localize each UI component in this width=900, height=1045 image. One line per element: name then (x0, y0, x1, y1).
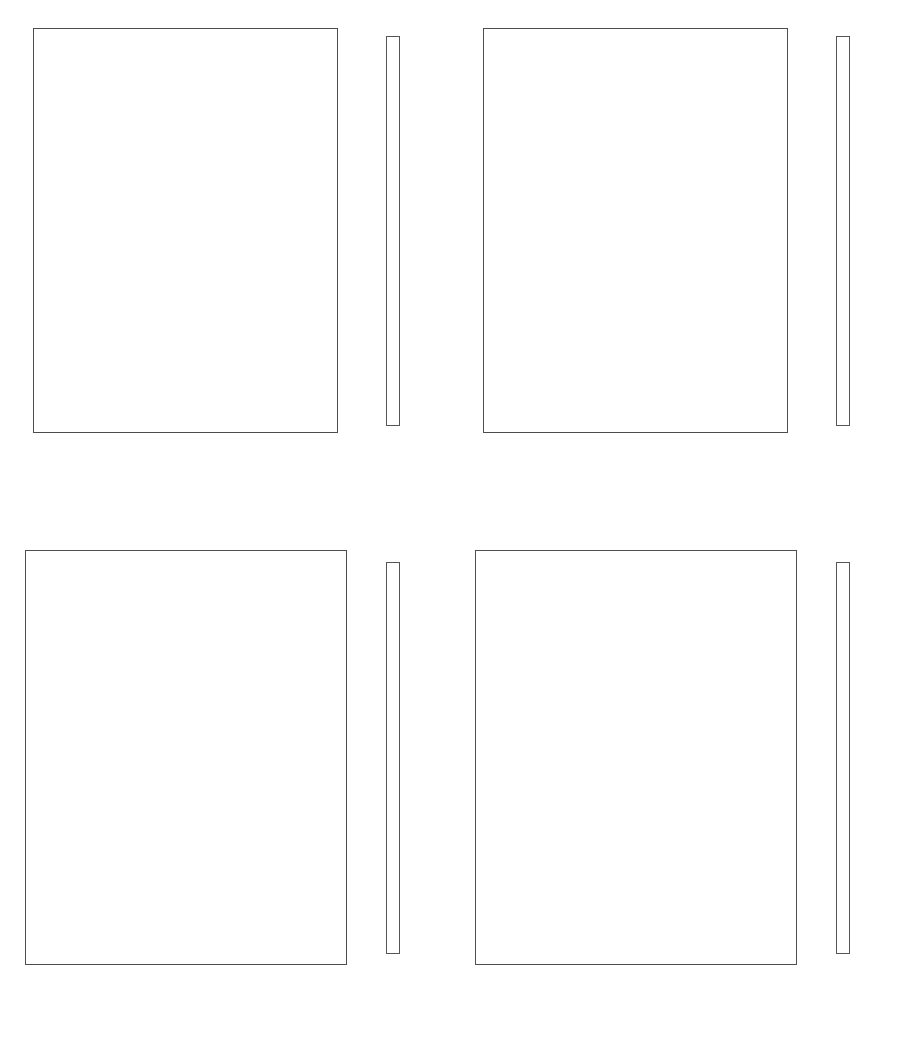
panel-model1 (0, 0, 450, 500)
panel-model1-map (33, 28, 338, 433)
panel-difference-colorbar-gradient (386, 562, 400, 954)
panel-model1-colorbar-gradient (386, 36, 400, 426)
panel-percent-difference-heatmap (476, 551, 796, 964)
panel-model2-map (483, 28, 788, 433)
panel-model2-caption (450, 470, 900, 520)
panel-percent-difference-map (475, 550, 797, 965)
panel-difference-heatmap (26, 551, 346, 964)
panel-percent-difference-colorbar (836, 562, 850, 954)
panel-percent-difference-colorbar-gradient (836, 562, 850, 954)
panel-model2 (450, 0, 900, 500)
panel-percent-difference (450, 522, 900, 1045)
panel-difference-colorbar (386, 562, 400, 954)
panel-model2-colorbar-gradient (836, 36, 850, 426)
panel-difference-map (25, 550, 347, 965)
panel-difference-caption (0, 992, 450, 1042)
panel-percent-difference-caption (450, 992, 900, 1042)
panel-difference (0, 522, 450, 1045)
panel-model2-heatmap (484, 29, 787, 432)
panel-model1-heatmap (34, 29, 337, 432)
panel-model1-colorbar (386, 36, 400, 426)
panel-model2-colorbar (836, 36, 850, 426)
panel-model1-caption (0, 470, 450, 520)
